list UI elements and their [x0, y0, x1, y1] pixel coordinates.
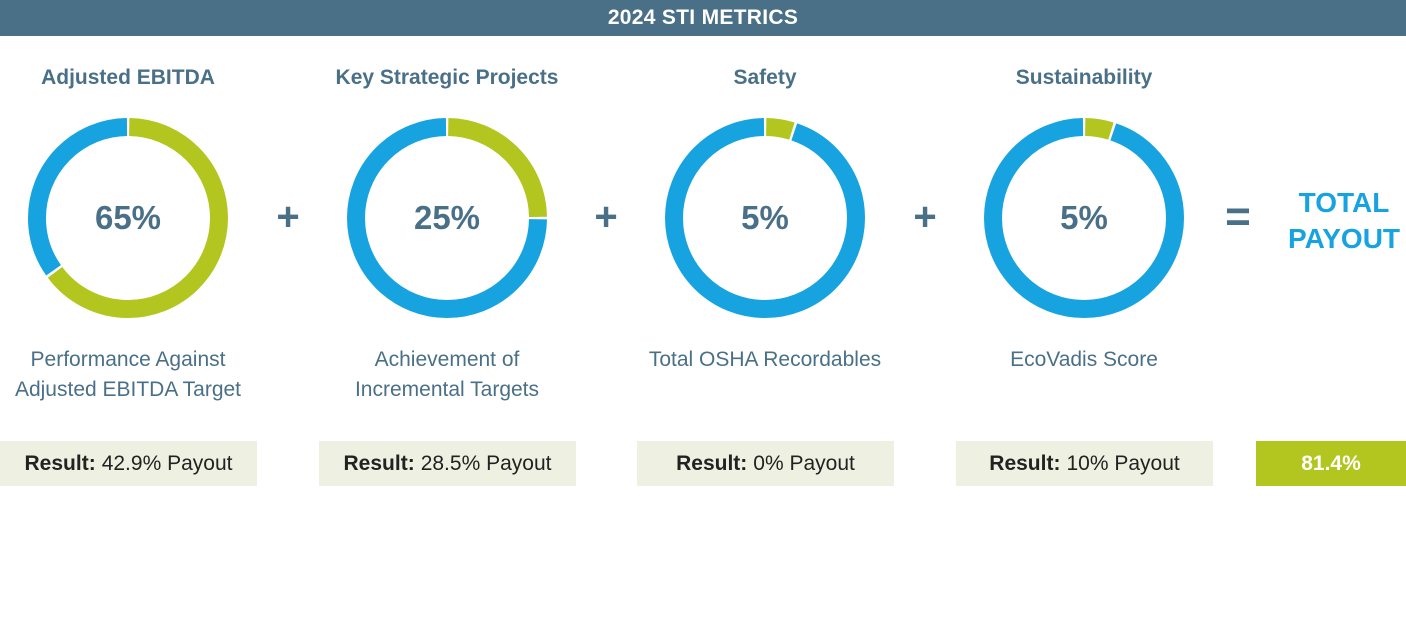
donut-center-label: 25%: [413, 199, 481, 236]
total-label-line: PAYOUT: [1287, 223, 1401, 254]
metric-title: Key Strategic Projects: [335, 66, 559, 89]
remainder-segment: [28, 118, 228, 318]
equals-sign: =: [1225, 192, 1251, 241]
remainder-segment: [984, 118, 1184, 318]
metric-title: Adjusted EBITDA: [41, 66, 215, 89]
result-box: Result: 0% Payout: [637, 441, 894, 486]
donut-chart: 65%: [28, 118, 228, 318]
result-value: 10% Payout: [1066, 451, 1180, 475]
metric-description: Performance Against Adjusted EBITDA Targ…: [0, 345, 288, 405]
plus-sign: +: [276, 195, 300, 239]
donut-chart: 25%: [347, 118, 547, 318]
result-label: Result:: [343, 451, 415, 475]
remainder-segment: [665, 118, 865, 318]
remainder-segment: [347, 118, 547, 318]
donut-svg: [984, 118, 1184, 318]
donut-center-label: 65%: [94, 199, 162, 236]
donut-svg: [665, 118, 865, 318]
total-label-line: TOTAL: [1298, 187, 1390, 218]
donut-chart: 5%: [984, 118, 1184, 318]
banner-title: 2024 STI METRICS: [607, 6, 799, 29]
total-payout-label: TOTAL PAYOUT: [1278, 185, 1406, 257]
description-line: Performance Against: [30, 348, 226, 371]
result-value: 42.9% Payout: [101, 451, 233, 475]
result-label: Result:: [989, 451, 1061, 475]
result-label: Result:: [24, 451, 96, 475]
metric-title: Safety: [733, 66, 797, 89]
total-value: 81.4%: [1301, 451, 1361, 475]
header-banner: 2024 STI METRICS: [0, 0, 1406, 36]
donut-center-label: 5%: [1060, 199, 1108, 236]
description-line: Total OSHA Recordables: [648, 348, 882, 371]
result-box: Result: 28.5% Payout: [319, 441, 576, 486]
description-line: Achievement of: [374, 348, 520, 371]
weight-segment: [28, 118, 228, 318]
total-payout-value: 81.4%: [1256, 441, 1406, 486]
metric-title: Sustainability: [1015, 66, 1153, 89]
donut-chart: 5%: [665, 118, 865, 318]
plus-sign: +: [913, 195, 937, 239]
description-line: Adjusted EBITDA Target: [14, 378, 242, 401]
metric-description: Total OSHA Recordables: [605, 345, 925, 375]
donut-svg: [28, 118, 228, 318]
donut-center-label: 5%: [741, 199, 789, 236]
result-box: Result: 42.9% Payout: [0, 441, 257, 486]
plus-sign: +: [594, 195, 618, 239]
result-label: Result:: [676, 451, 748, 475]
metric-description: Achievement of Incremental Targets: [287, 345, 607, 405]
result-value: 28.5% Payout: [420, 451, 552, 475]
result-box: Result: 10% Payout: [956, 441, 1213, 486]
donut-svg: [347, 118, 547, 318]
description-line: EcoVadis Score: [1010, 348, 1158, 371]
metric-description: EcoVadis Score: [924, 345, 1244, 375]
result-value: 0% Payout: [753, 451, 855, 475]
description-line: Incremental Targets: [354, 378, 540, 401]
